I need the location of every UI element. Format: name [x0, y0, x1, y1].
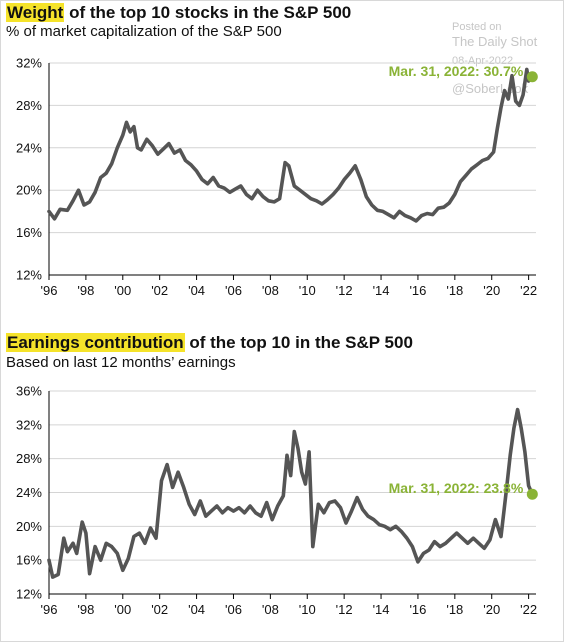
chart-2-y-tick-label: 36%	[16, 384, 42, 399]
chart-1-x-tick-label: '00	[114, 283, 131, 298]
chart-1-plot: 12% 16% 20% 24% 28% 32% '96 '98 '00 '02 '04 '06 '08 '…	[16, 56, 538, 298]
chart-2-x-tick-label: '10	[299, 602, 316, 617]
chart-2-subtitle: Based on last 12 months’ earnings	[6, 354, 236, 371]
chart-1-title-highlight: Weight	[6, 3, 65, 22]
chart-2-title: Earnings contribution of the top 10 in t…	[6, 333, 413, 353]
chart-1-x-tick-label: '96	[41, 283, 58, 298]
chart-2-annotation: Mar. 31, 2022: 23.8%	[389, 480, 524, 496]
chart-1-subtitle: % of market capitalization of the S&P 50…	[6, 23, 282, 40]
chart-1-y-tick-label: 20%	[16, 183, 42, 198]
chart-1-y-tick-label: 24%	[16, 140, 42, 155]
chart-2-y-tick-label: 28%	[16, 451, 42, 466]
chart-1-title: Weight of the top 10 stocks in the S&P 5…	[6, 3, 351, 23]
chart-1-annotation: Mar. 31, 2022: 30.7%	[389, 63, 524, 79]
chart-2-x-tick-label: '04	[188, 602, 205, 617]
chart-1-x-tick-label: '98	[77, 283, 94, 298]
chart-1-series-line	[47, 67, 535, 223]
chart-1-y-tick-label: 16%	[16, 225, 42, 240]
chart-2-x-tick-label: '00	[114, 602, 131, 617]
chart-2-y-tick-label: 32%	[16, 417, 42, 432]
chart-1-x-tick-label: '20	[483, 283, 500, 298]
chart-2-x-tick-label: '20	[483, 602, 500, 617]
chart-2-title-highlight: Earnings contribution	[6, 333, 185, 352]
chart-1-x-tick-label: '22	[520, 283, 537, 298]
chart-2-y-tick-label: 20%	[16, 519, 42, 534]
chart-2-x-tick-label: '14	[373, 602, 390, 617]
chart-1-x-tick-label: '16	[409, 283, 426, 298]
chart-1-x-tick-label: '12	[336, 283, 353, 298]
chart-1-x-tick-label: '08	[262, 283, 279, 298]
watermark-posted: Posted on	[452, 21, 502, 33]
chart-2-title-rest: of the top 10 in the S&P 500	[184, 333, 413, 352]
chart-2-x-tick-label: '18	[446, 602, 463, 617]
chart-1-title-rest: of the top 10 stocks in the S&P 500	[64, 3, 352, 22]
chart-2-x-tick-label: '96	[41, 602, 58, 617]
chart-1-last-point-marker	[526, 71, 538, 83]
chart-1-x-tick-label: '18	[446, 283, 463, 298]
chart-2-x-tick-label: '08	[262, 602, 279, 617]
chart-2-x-tick-label: '98	[77, 602, 94, 617]
chart-1-x-tick-label: '04	[188, 283, 205, 298]
chart-2-x-tick-label: '06	[225, 602, 242, 617]
chart-2-x-tick-label: '12	[336, 602, 353, 617]
chart-1-x-tick-label: '10	[299, 283, 316, 298]
watermark-date: 08-Apr-2022	[452, 55, 514, 67]
chart-2-series-line	[47, 407, 535, 579]
chart-2-y-tick-label: 12%	[16, 587, 42, 602]
chart-2-y-tick-label: 24%	[16, 485, 42, 500]
chart-2-x-tick-label: '02	[151, 602, 168, 617]
chart-2-x-tick-label: '22	[520, 602, 537, 617]
watermark-source: The Daily Shot	[452, 34, 538, 49]
chart-2-last-point-marker	[526, 488, 538, 500]
chart-1-x-tick-label: '14	[373, 283, 390, 298]
chart-1-y-tick-label: 28%	[16, 98, 42, 113]
chart-1-y-tick-label: 12%	[16, 268, 42, 283]
chart-1-y-tick-label: 32%	[16, 56, 42, 71]
chart-2-x-tick-label: '16	[409, 602, 426, 617]
chart-2-y-tick-label: 16%	[16, 553, 42, 568]
chart-1-x-tick-label: '02	[151, 283, 168, 298]
chart-1-x-tick-label: '06	[225, 283, 242, 298]
